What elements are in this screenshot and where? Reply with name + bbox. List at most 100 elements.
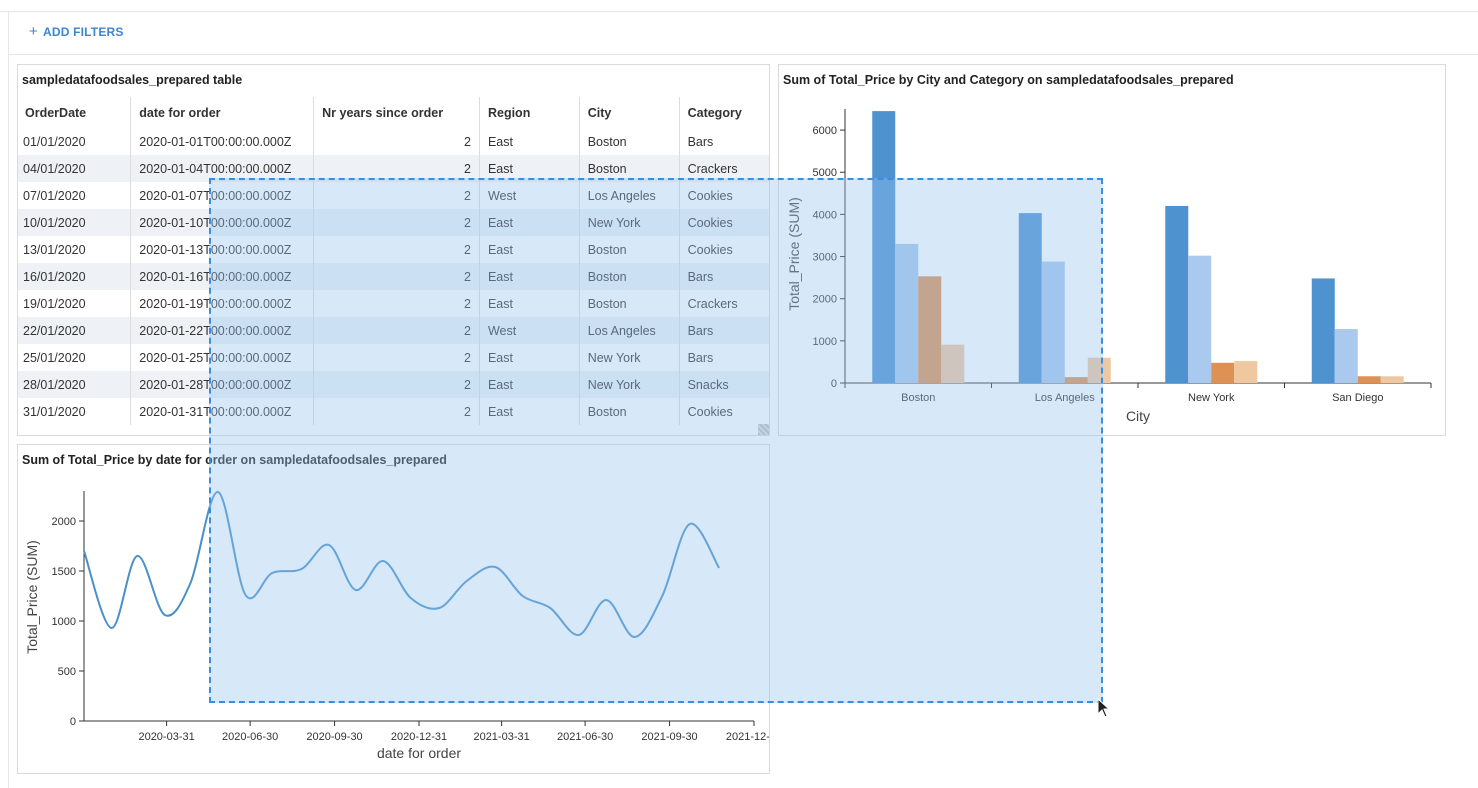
table-cell: 2 <box>313 398 480 425</box>
resize-handle[interactable] <box>758 424 769 435</box>
table-cell: 2020-01-31T00:00:00.000Z <box>130 398 314 425</box>
table-cell: East <box>478 155 580 182</box>
bar-san-diego-series-4[interactable] <box>1380 376 1404 383</box>
bar-new-york-series-3[interactable] <box>1211 362 1235 383</box>
table-cell: Boston <box>578 236 680 263</box>
table-cell: Cookies <box>678 398 769 425</box>
line-series-total-price[interactable] <box>83 490 720 638</box>
bar-chart-panel: Sum of Total_Price by City and Category … <box>778 64 1446 436</box>
bar-chart: Total_Price (SUM) City 0 1000 2000 3000 4000… <box>786 109 1432 424</box>
table-row[interactable]: 28/01/2020 2020-01-28T00:00:00.000Z 2 East N… <box>18 371 769 398</box>
line-x-tick-label: 2020-09-30 <box>306 731 362 743</box>
column-header-city[interactable]: City <box>578 97 680 128</box>
table-row[interactable]: 25/01/2020 2020-01-25T00:00:00.000Z 2 East N… <box>18 344 769 371</box>
bar-los-angeles-series-1[interactable] <box>1018 213 1042 383</box>
bar-chart-ylabel: Total_Price (SUM) <box>786 197 802 311</box>
table-cell: Snacks <box>678 371 769 398</box>
table-cell: East <box>478 209 580 236</box>
line-chart-xlabel: date for order <box>377 745 461 761</box>
column-header-orderdate[interactable]: OrderDate <box>25 105 87 120</box>
line-chart-panel: Sum of Total_Price by date for order on … <box>17 444 770 774</box>
line-x-tick-label: 2021-06-30 <box>557 731 613 743</box>
line-y-tick-label: 500 <box>58 666 76 678</box>
table-cell: New York <box>578 344 680 371</box>
bar-y-tick-label: 4000 <box>813 209 837 221</box>
table-cell: 2020-01-07T00:00:00.000Z <box>130 182 314 209</box>
table-row[interactable]: 07/01/2020 2020-01-07T00:00:00.000Z 2 West L… <box>18 182 769 209</box>
bar-x-tick-label: San Diego <box>1332 392 1383 404</box>
table-cell: Crackers <box>678 155 769 182</box>
table-cell: 2020-01-01T00:00:00.000Z <box>130 128 314 155</box>
line-x-tick-label: 2020-03-31 <box>138 731 194 743</box>
table-cell: West <box>478 317 580 344</box>
table-cell: 2 <box>313 209 480 236</box>
column-header-region[interactable]: Region <box>478 97 580 128</box>
table-row[interactable]: 31/01/2020 2020-01-31T00:00:00.000Z 2 East B… <box>18 398 769 425</box>
filter-bar: + ADD FILTERS <box>9 12 1478 55</box>
bar-boston-series-3[interactable] <box>918 276 942 383</box>
table-cell: 19/01/2020 <box>23 296 86 311</box>
table-cell: 10/01/2020 <box>18 209 131 236</box>
bar-x-tick-label: Los Angeles <box>1035 392 1095 404</box>
table-row[interactable]: 22/01/2020 2020-01-22T00:00:00.000Z 2 West L… <box>18 317 769 344</box>
table-row[interactable]: 04/01/2020 2020-01-04T00:00:00.000Z 2 East B… <box>18 155 769 182</box>
bar-new-york-series-1[interactable] <box>1165 205 1189 383</box>
table-cell: East <box>478 290 580 317</box>
table-cell: 2020-01-13T00:00:00.000Z <box>130 236 314 263</box>
bar-boston-series-1[interactable] <box>872 111 896 383</box>
bar-boston-series-4[interactable] <box>941 344 965 383</box>
column-header-date-for-order[interactable]: date for order <box>130 97 314 128</box>
table-cell: 16/01/2020 <box>18 263 131 290</box>
bar-new-york-series-2[interactable] <box>1188 255 1212 383</box>
bar-los-angeles-series-3[interactable] <box>1064 377 1088 383</box>
table-cell: East <box>478 398 580 425</box>
table-row[interactable]: 10/01/2020 2020-01-10T00:00:00.000Z 2 East N… <box>18 209 769 236</box>
table-cell: Boston <box>578 128 680 155</box>
line-x-tick-label: 2020-06-30 <box>222 731 278 743</box>
table-cell: 2020-01-25T00:00:00.000Z <box>130 344 314 371</box>
line-y-tick-label: 0 <box>70 716 76 728</box>
line-y-tick-label: 1500 <box>52 566 76 578</box>
bar-san-diego-series-1[interactable] <box>1311 278 1335 383</box>
table-cell: Boston <box>578 155 680 182</box>
table-row[interactable]: 19/01/2020 2020-01-19T00:00:00.000Z 2 East B… <box>18 290 769 317</box>
table-cell: 25/01/2020 <box>23 350 86 365</box>
table-cell: East <box>478 344 580 371</box>
line-x-tick-label: 2021-09-30 <box>641 731 697 743</box>
table-cell: Cookies <box>678 209 769 236</box>
table-row[interactable]: 16/01/2020 2020-01-16T00:00:00.000Z 2 East B… <box>18 263 769 290</box>
bar-chart-title: Sum of Total_Price by City and Category … <box>783 73 1234 87</box>
bar-y-tick-label: 1000 <box>813 336 837 348</box>
table-panel: sampledatafoodsales_prepared table Order… <box>17 64 770 436</box>
table-cell: 07/01/2020 <box>23 188 86 203</box>
table-cell: 01/01/2020 <box>23 134 86 149</box>
table-cell: East <box>478 236 580 263</box>
table-cell: Bars <box>678 128 769 155</box>
add-filters-button[interactable]: + ADD FILTERS <box>29 24 124 39</box>
table-cell: New York <box>578 209 680 236</box>
bar-y-tick-label: 0 <box>831 378 837 390</box>
bar-san-diego-series-3[interactable] <box>1357 376 1381 383</box>
top-strip <box>0 0 1478 12</box>
bar-y-tick-label: 2000 <box>813 294 837 306</box>
table-cell: Bars <box>678 317 769 344</box>
add-filters-label: ADD FILTERS <box>42 25 124 39</box>
table-cell: 2 <box>313 155 480 182</box>
bar-new-york-series-4[interactable] <box>1234 361 1258 383</box>
table-cell: Los Angeles <box>578 182 680 209</box>
table-row[interactable]: 13/01/2020 2020-01-13T00:00:00.000Z 2 East B… <box>18 236 769 263</box>
column-header-category[interactable]: Category <box>678 97 769 128</box>
table-cell: 2 <box>313 344 480 371</box>
bar-boston-series-2[interactable] <box>895 243 919 383</box>
table-cell: West <box>478 182 580 209</box>
column-header-nr-years[interactable]: Nr years since order <box>313 97 480 128</box>
bar-los-angeles-series-4[interactable] <box>1087 357 1111 383</box>
table-row[interactable]: 01/01/2020 2020-01-01T00:00:00.000Z 2 East B… <box>18 128 769 155</box>
bar-los-angeles-series-2[interactable] <box>1041 261 1065 383</box>
bar-san-diego-series-2[interactable] <box>1334 329 1358 383</box>
table-cell: 2 <box>313 263 480 290</box>
line-y-tick-label: 2000 <box>52 516 76 528</box>
table-cell: East <box>478 371 580 398</box>
table-cell: New York <box>578 371 680 398</box>
bar-chart-xlabel: City <box>1126 408 1150 424</box>
